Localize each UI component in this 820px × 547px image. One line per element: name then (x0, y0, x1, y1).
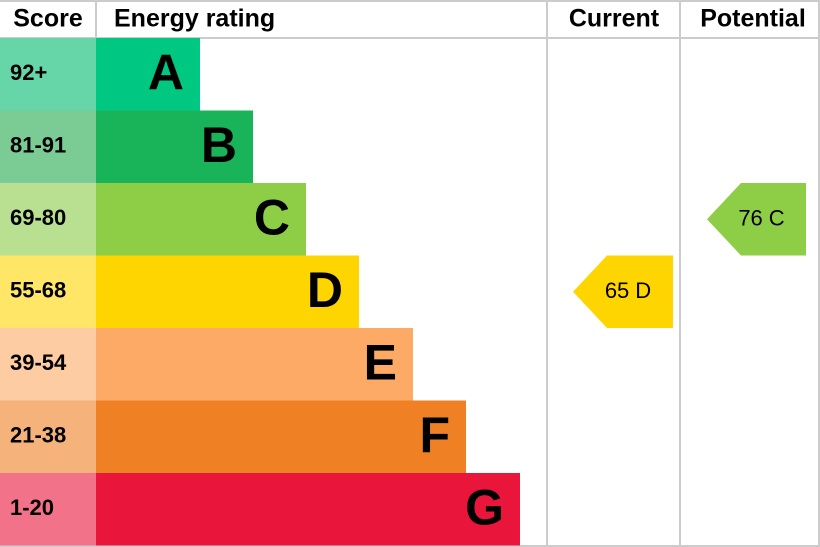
rating-letter: F (419, 407, 450, 463)
potential-score: 76 (738, 205, 762, 230)
rating-letter: A (148, 44, 184, 100)
rating-bar (96, 400, 466, 473)
score-cell (0, 328, 96, 401)
rating-bar (96, 183, 306, 256)
score-cell (0, 400, 96, 473)
rating-header: Energy rating (114, 5, 275, 33)
score-label: 81-91 (10, 133, 66, 158)
current-header: Current (569, 5, 660, 33)
potential-header: Potential (700, 5, 806, 33)
score-header: Score (13, 5, 83, 33)
potential-arrow (707, 183, 806, 256)
rating-letter: D (307, 262, 343, 318)
score-label: 1-20 (10, 495, 54, 520)
rating-bar (96, 328, 413, 401)
rating-letter: B (201, 117, 237, 173)
rating-letter: E (364, 334, 397, 390)
current-label: 65 D (605, 278, 651, 303)
current-letter: D (635, 278, 651, 303)
rating-bar (96, 38, 200, 111)
score-label: 39-54 (10, 350, 67, 375)
rating-bar (96, 110, 253, 183)
score-cell (0, 110, 96, 183)
score-cell (0, 38, 96, 111)
rating-bar (96, 473, 520, 546)
rating-letter: G (465, 479, 504, 535)
rating-bar (96, 255, 359, 328)
score-label: 55-68 (10, 278, 66, 303)
potential-label: 76 C (738, 205, 784, 230)
score-label: 69-80 (10, 205, 66, 230)
score-label: 92+ (10, 60, 47, 85)
rating-letter: C (254, 189, 290, 245)
score-label: 21-38 (10, 423, 66, 448)
score-cell (0, 255, 96, 328)
current-score: 65 (605, 278, 629, 303)
current-arrow (573, 255, 673, 328)
score-cell (0, 473, 96, 546)
potential-letter: C (769, 205, 785, 230)
score-cell (0, 183, 96, 256)
